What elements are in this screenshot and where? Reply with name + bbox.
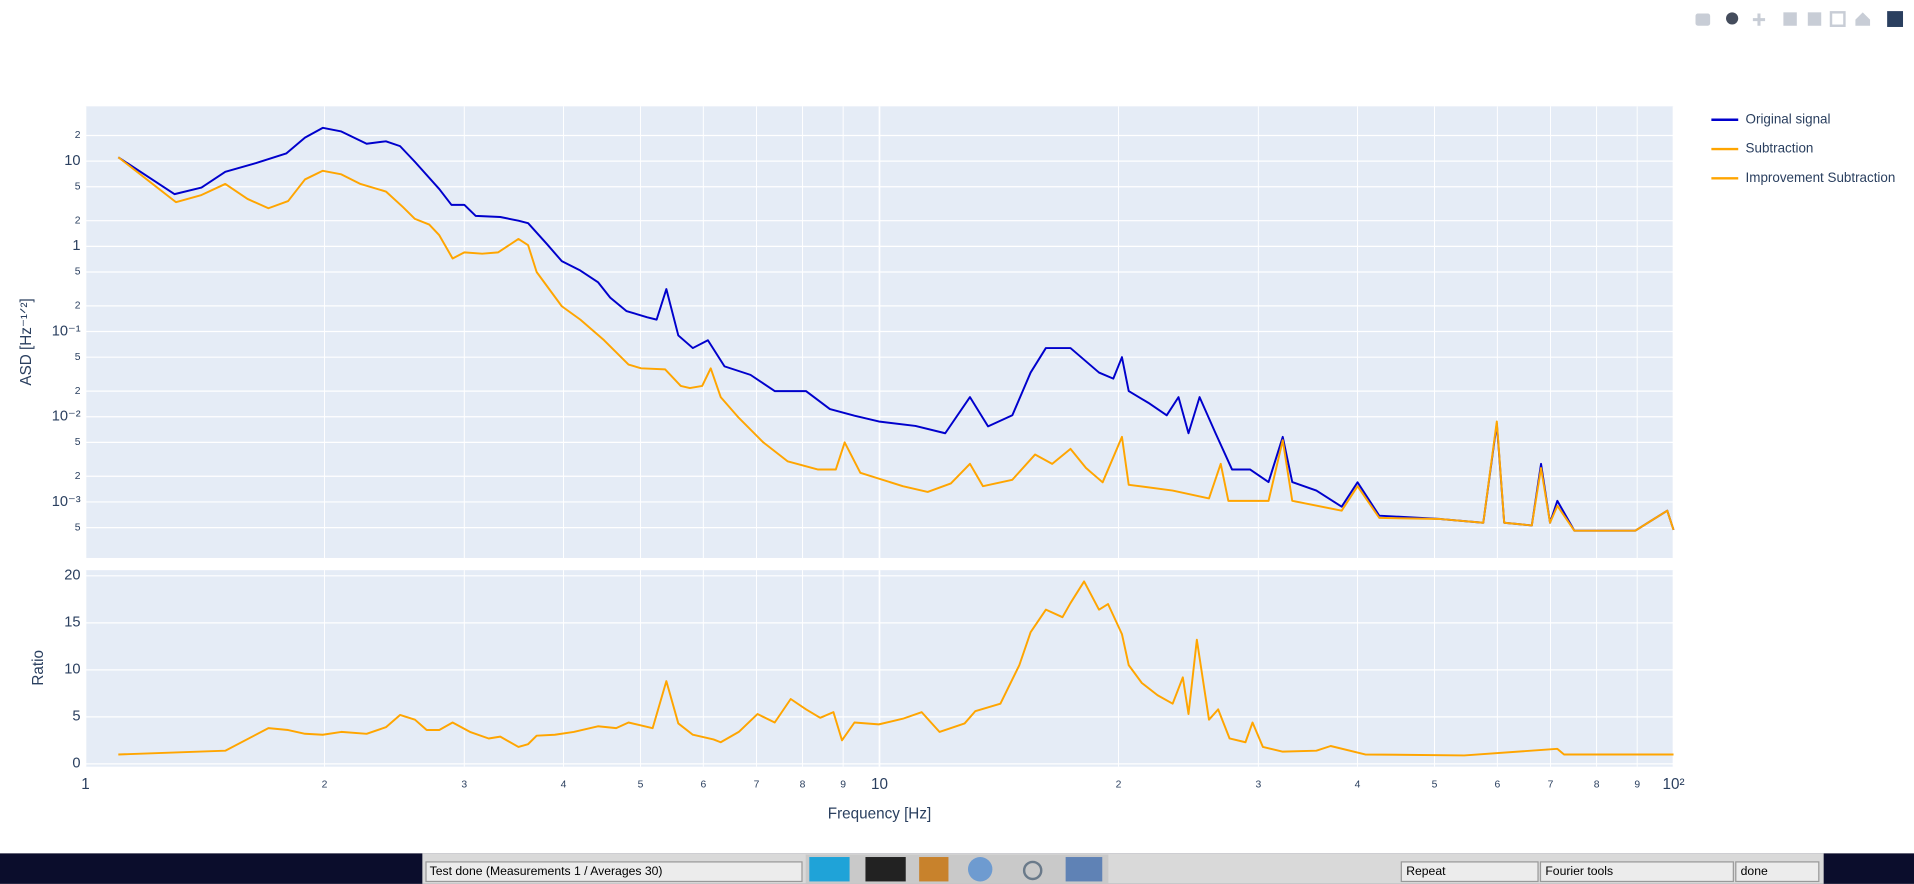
x-tick-label: 5 (638, 780, 644, 791)
x-tick-label: 7 (1548, 780, 1554, 791)
x-tick-label: 10² (1663, 776, 1685, 793)
taskbar: Test done (Measurements 1 / Averages 30)… (0, 853, 1914, 884)
x-tick-label: 6 (1494, 780, 1500, 791)
archive-icon[interactable] (919, 857, 949, 882)
x-tick-label: 6 (700, 780, 706, 791)
mode-text: Repeat (1406, 864, 1446, 878)
zoom-in-icon[interactable] (1783, 12, 1797, 26)
legend-label: Improvement Subtraction (1746, 170, 1896, 185)
terminal-icon[interactable] (865, 857, 906, 882)
x-tick-label: 3 (461, 780, 467, 791)
zoom-out-icon[interactable] (1807, 12, 1822, 26)
y-tick-label: 20 (64, 568, 80, 584)
mode-field[interactable] (1400, 861, 1539, 883)
line-series (117, 126, 1675, 532)
autoscale-icon[interactable] (1829, 11, 1846, 27)
y-tick-label: 2 (75, 386, 81, 397)
line-series (118, 580, 1674, 757)
y-tick-label: 0 (72, 756, 80, 772)
y-axis-title: ASD [Hz⁻¹ᐟ²] (18, 298, 35, 385)
x-tick-label: 1 (81, 776, 89, 793)
search-icon[interactable] (1022, 860, 1043, 881)
reset-icon[interactable] (1855, 12, 1871, 26)
camera-icon[interactable] (1695, 13, 1711, 26)
y-tick-label: 2 (75, 471, 81, 482)
x-tick-label: 4 (561, 780, 567, 791)
app-icon[interactable] (809, 857, 850, 882)
folder-icon[interactable] (1065, 857, 1103, 882)
y-axis-title: Ratio (30, 650, 47, 686)
x-tick-label: 2 (1116, 780, 1122, 791)
x-tick-label: 5 (1432, 780, 1438, 791)
y-tick-label: 5 (72, 709, 80, 725)
y-tick-label: 2 (75, 301, 81, 312)
x-tick-label: 8 (800, 780, 806, 791)
x-tick-label: 2 (322, 780, 328, 791)
y-tick-label: 15 (64, 615, 80, 631)
y-tick-label: 1 (72, 238, 80, 254)
y-tick-label: 2 (75, 130, 81, 141)
y-tick-label: 10 (64, 153, 80, 169)
legend-label: Subtraction (1746, 141, 1814, 156)
tool-field[interactable] (1539, 861, 1734, 883)
x-tick-label: 4 (1355, 780, 1361, 791)
modebar (1695, 11, 1904, 27)
y-tick-label: 10 (64, 662, 80, 678)
x-tick-label: 9 (840, 780, 846, 791)
tool-text: Fourier tools (1545, 864, 1613, 878)
y-tick-label: 5 (75, 182, 81, 193)
state-text: done (1741, 864, 1768, 878)
y-tick-label: 10⁻³ (52, 494, 81, 510)
zoom-icon[interactable] (1726, 12, 1739, 25)
browser-icon[interactable] (967, 857, 993, 882)
y-tick-label: 10⁻² (52, 409, 81, 425)
y-tick-label: 2 (75, 215, 81, 226)
pan-icon[interactable] (1752, 13, 1766, 26)
y-tick-label: 5 (75, 437, 81, 448)
x-tick-label: 7 (754, 780, 760, 791)
legend-label: Original signal (1746, 111, 1831, 126)
state-field (1735, 861, 1820, 883)
y-tick-label: 5 (75, 522, 81, 533)
y-tick-label: 5 (75, 267, 81, 278)
x-axis-title: Frequency [Hz] (828, 805, 931, 822)
x-tick-label: 3 (1255, 780, 1261, 791)
plotly-logo[interactable] (1887, 11, 1904, 27)
y-tick-label: 5 (75, 352, 81, 363)
status-text: Test done (Measurements 1 / Averages 30) (430, 864, 663, 878)
status-field (425, 861, 803, 883)
y-tick-label: 10⁻¹ (52, 323, 81, 339)
line-series (117, 156, 1675, 532)
x-tick-label: 8 (1594, 780, 1600, 791)
x-tick-label: 9 (1634, 780, 1640, 791)
launcher (805, 854, 1109, 884)
x-tick-label: 10 (871, 776, 888, 793)
